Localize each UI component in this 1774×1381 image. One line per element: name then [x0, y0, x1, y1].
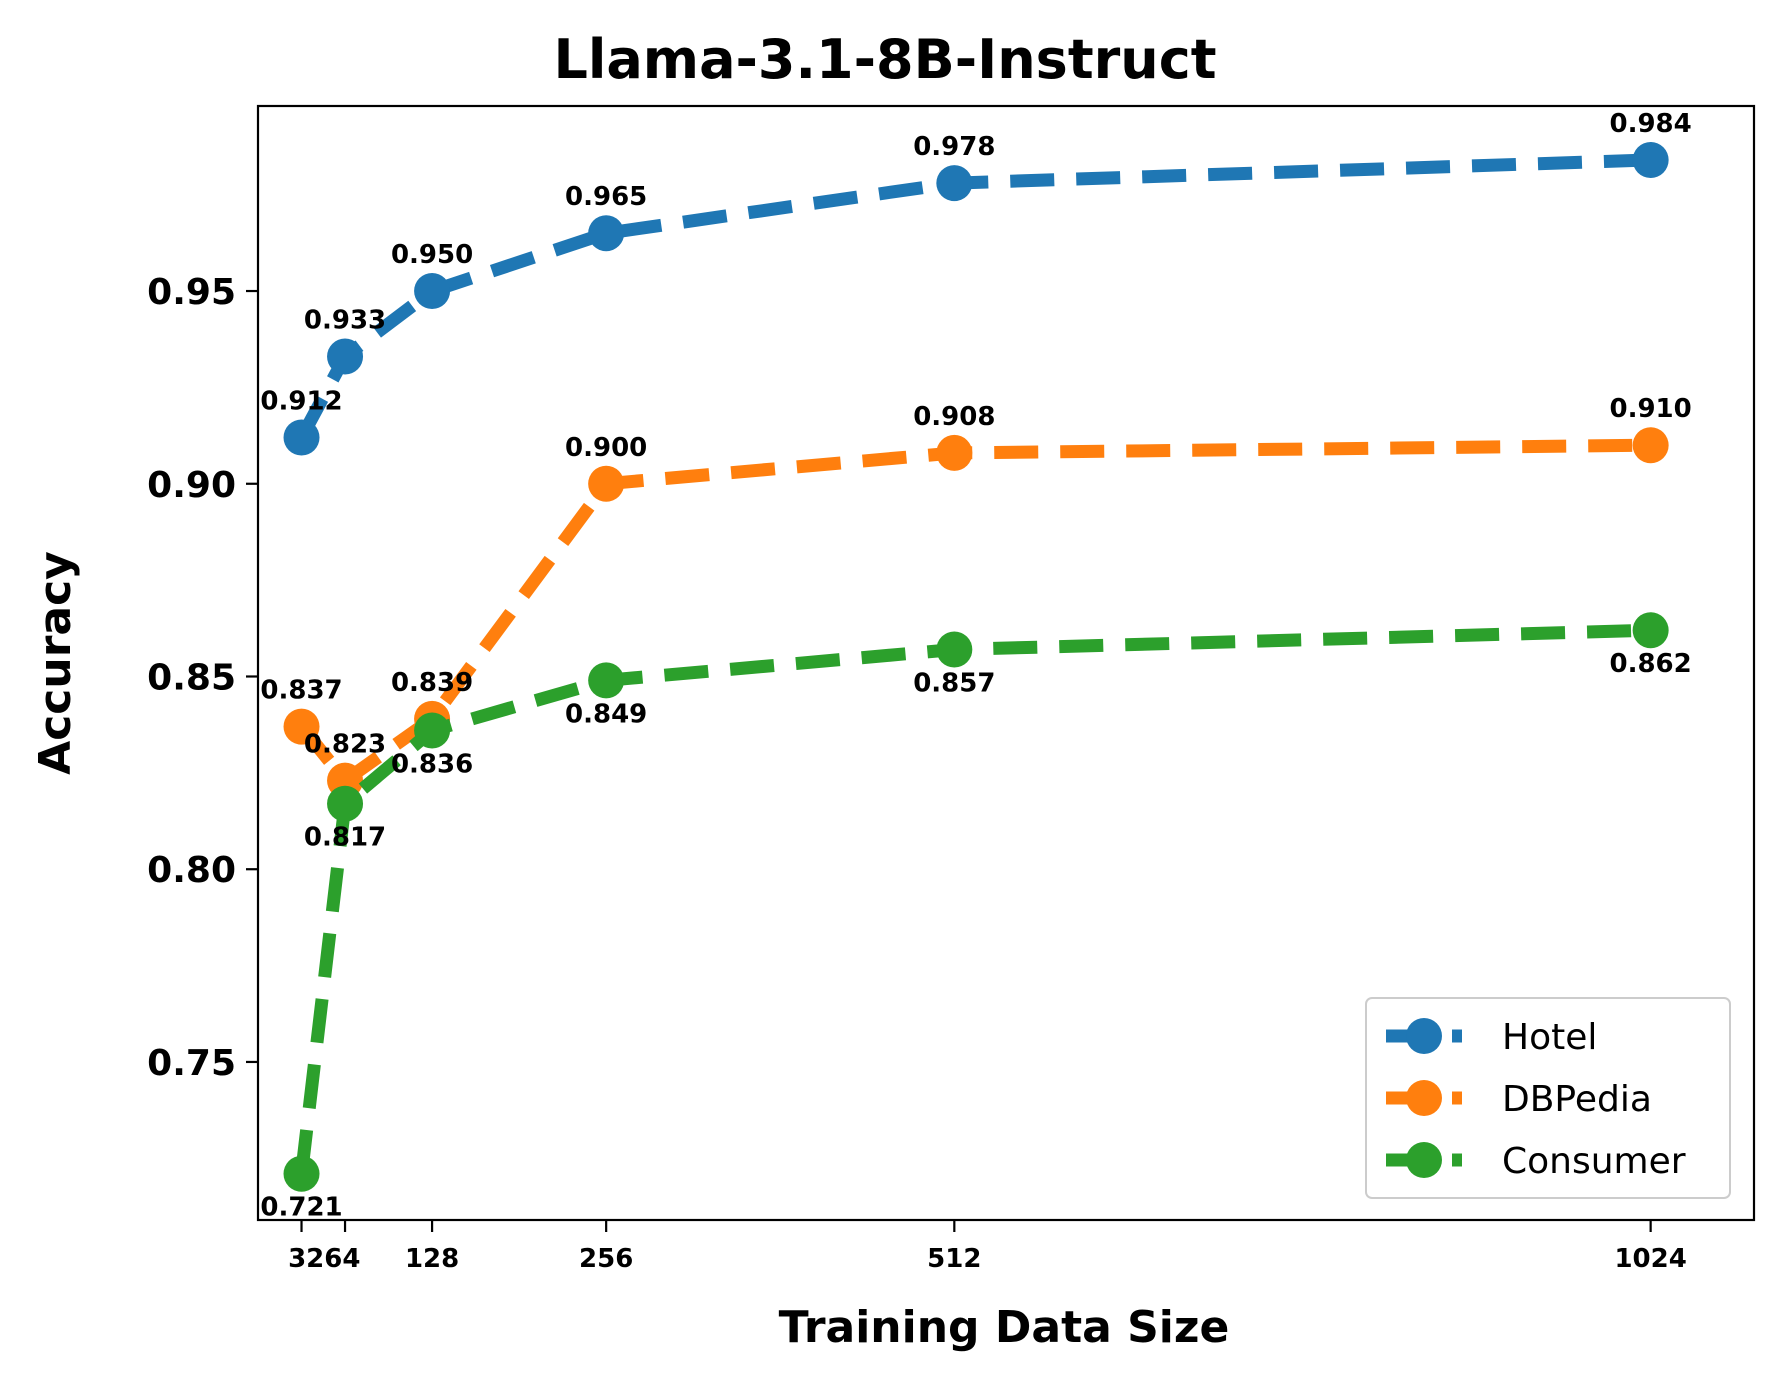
plot-frame: [256, 104, 1756, 1222]
y-tick-label: 0.80: [147, 850, 236, 891]
legend-item-hotel: Hotel: [1386, 1017, 1597, 1058]
series-consumer: [283, 612, 1669, 1192]
data-label: 0.912: [260, 387, 342, 417]
data-point-dbpedia: [283, 708, 320, 745]
y-tick-label: 0.90: [147, 465, 236, 506]
series-line-dbpedia: [296, 438, 1651, 788]
x-tick-label: 32: [288, 1244, 324, 1274]
data-point-dbpedia: [1632, 427, 1669, 464]
legend: Hotel DBPedia Consumer: [1365, 997, 1731, 1199]
data-point-hotel: [414, 273, 451, 310]
data-label: 0.900: [565, 433, 647, 463]
data-point-hotel: [283, 419, 320, 456]
x-tick-label: 512: [927, 1244, 981, 1274]
legend-label: Consumer: [1502, 1141, 1686, 1182]
x-axis-label: Training Data Size: [779, 1302, 1230, 1353]
data-label: 0.950: [391, 240, 473, 270]
data-label: 0.836: [391, 749, 473, 779]
data-point-hotel: [327, 338, 364, 375]
data-label: 0.721: [260, 1193, 342, 1223]
data-point-consumer: [936, 631, 973, 668]
y-tick-label: 0.85: [147, 657, 236, 698]
data-label: 0.933: [304, 306, 386, 336]
data-label: 0.908: [913, 402, 995, 432]
y-tick-label: 0.95: [147, 272, 236, 313]
y-axis: 0.75 0.80 0.85 0.90 0.95: [147, 272, 258, 1084]
series-hotel: [283, 141, 1669, 456]
data-label: 0.965: [565, 182, 647, 212]
x-tick-label: 128: [405, 1244, 459, 1274]
data-label: 0.862: [1610, 649, 1692, 679]
data-label: 0.984: [1610, 109, 1692, 139]
data-point-consumer: [414, 712, 451, 749]
series-line-consumer: [295, 623, 1651, 1175]
legend-item-dbpedia: DBPedia: [1386, 1079, 1652, 1120]
y-axis-label: Accuracy: [30, 551, 81, 775]
x-tick-label: 256: [579, 1244, 633, 1274]
legend-marker: [1406, 1018, 1442, 1054]
data-label-layer: 0.912 0.933 0.950 0.965 0.978 0.984 0.837 0.823…: [260, 109, 1691, 1223]
data-point-hotel: [588, 215, 625, 252]
x-tick-label: 1024: [1614, 1244, 1686, 1274]
data-point-dbpedia: [936, 434, 973, 471]
data-point-hotel: [936, 165, 973, 202]
data-point-hotel: [1632, 141, 1669, 178]
series-layer: [283, 141, 1669, 1192]
series-dbpedia: [283, 427, 1669, 799]
legend-item-consumer: Consumer: [1386, 1141, 1686, 1182]
legend-label: Hotel: [1502, 1017, 1597, 1058]
data-point-consumer: [1632, 612, 1669, 649]
y-tick-label: 0.75: [147, 1043, 236, 1084]
legend-marker: [1406, 1142, 1442, 1178]
data-label: 0.823: [304, 730, 386, 760]
data-point-consumer: [283, 1155, 320, 1192]
x-tick-label: 64: [324, 1244, 360, 1274]
legend-frame: [1365, 997, 1731, 1199]
data-label: 0.910: [1610, 394, 1692, 424]
series-line-hotel: [295, 153, 1651, 441]
data-point-consumer: [588, 662, 625, 699]
data-label: 0.837: [260, 676, 342, 706]
legend-marker: [1406, 1080, 1442, 1116]
x-axis: 32 64 128 256 512 1024: [288, 1220, 1687, 1274]
data-point-dbpedia: [588, 465, 625, 502]
data-label: 0.817: [304, 823, 386, 853]
data-label: 0.849: [565, 699, 647, 729]
data-label: 0.839: [391, 668, 473, 698]
legend-label: DBPedia: [1502, 1079, 1652, 1120]
data-label: 0.978: [913, 132, 995, 162]
chart-title: Llama-3.1-8B-Instruct: [553, 28, 1216, 91]
data-point-consumer: [327, 785, 364, 822]
data-label: 0.857: [913, 669, 995, 699]
